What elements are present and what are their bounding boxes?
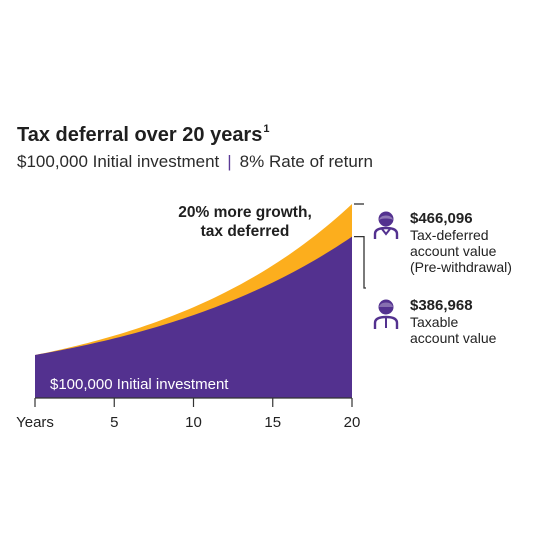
taxable-label-line2: account value bbox=[410, 330, 497, 346]
deferred-label-line3: (Pre-withdrawal) bbox=[410, 259, 512, 275]
x-tick-label: 5 bbox=[110, 414, 118, 431]
x-tick-label: Years bbox=[16, 414, 54, 431]
subtitle-rate-of-return: 8% Rate of return bbox=[239, 152, 373, 171]
chart-title: Tax deferral over 20 years1 bbox=[17, 123, 270, 146]
area-taxable bbox=[35, 236, 352, 398]
x-tick-label: 15 bbox=[264, 414, 281, 431]
chart-subtitle: $100,000 Initial investment | 8% Rate of r… bbox=[17, 152, 373, 172]
person-icon bbox=[372, 210, 400, 245]
subtitle-separator: | bbox=[227, 152, 232, 171]
subtitle-initial-investment: $100,000 Initial investment bbox=[17, 152, 220, 171]
deferred-value: $466,096 bbox=[410, 210, 473, 227]
leader-line-taxable bbox=[354, 235, 366, 289]
x-axis-ticks: Years 5 10 15 20 bbox=[16, 398, 360, 431]
taxable-label-line1: Taxable bbox=[410, 314, 459, 330]
taxable-value: $386,968 bbox=[410, 297, 473, 314]
growth-annotation-line2: tax deferred bbox=[201, 223, 290, 240]
footnote-marker: 1 bbox=[263, 123, 270, 135]
deferred-label-line1: Tax-deferred bbox=[410, 227, 489, 243]
person-icon bbox=[372, 298, 400, 335]
growth-annotation-line1: 20% more growth, bbox=[178, 204, 312, 221]
x-tick-label: 20 bbox=[344, 414, 361, 431]
base-investment-label: $100,000 Initial investment bbox=[50, 376, 229, 393]
callout-tax-deferred: $466,096 Tax-deferred account value (Pre… bbox=[410, 210, 512, 276]
deferred-label-line2: account value bbox=[410, 243, 497, 259]
callout-taxable: $386,968 Taxable account value bbox=[410, 297, 497, 347]
x-tick-label: 10 bbox=[185, 414, 202, 431]
